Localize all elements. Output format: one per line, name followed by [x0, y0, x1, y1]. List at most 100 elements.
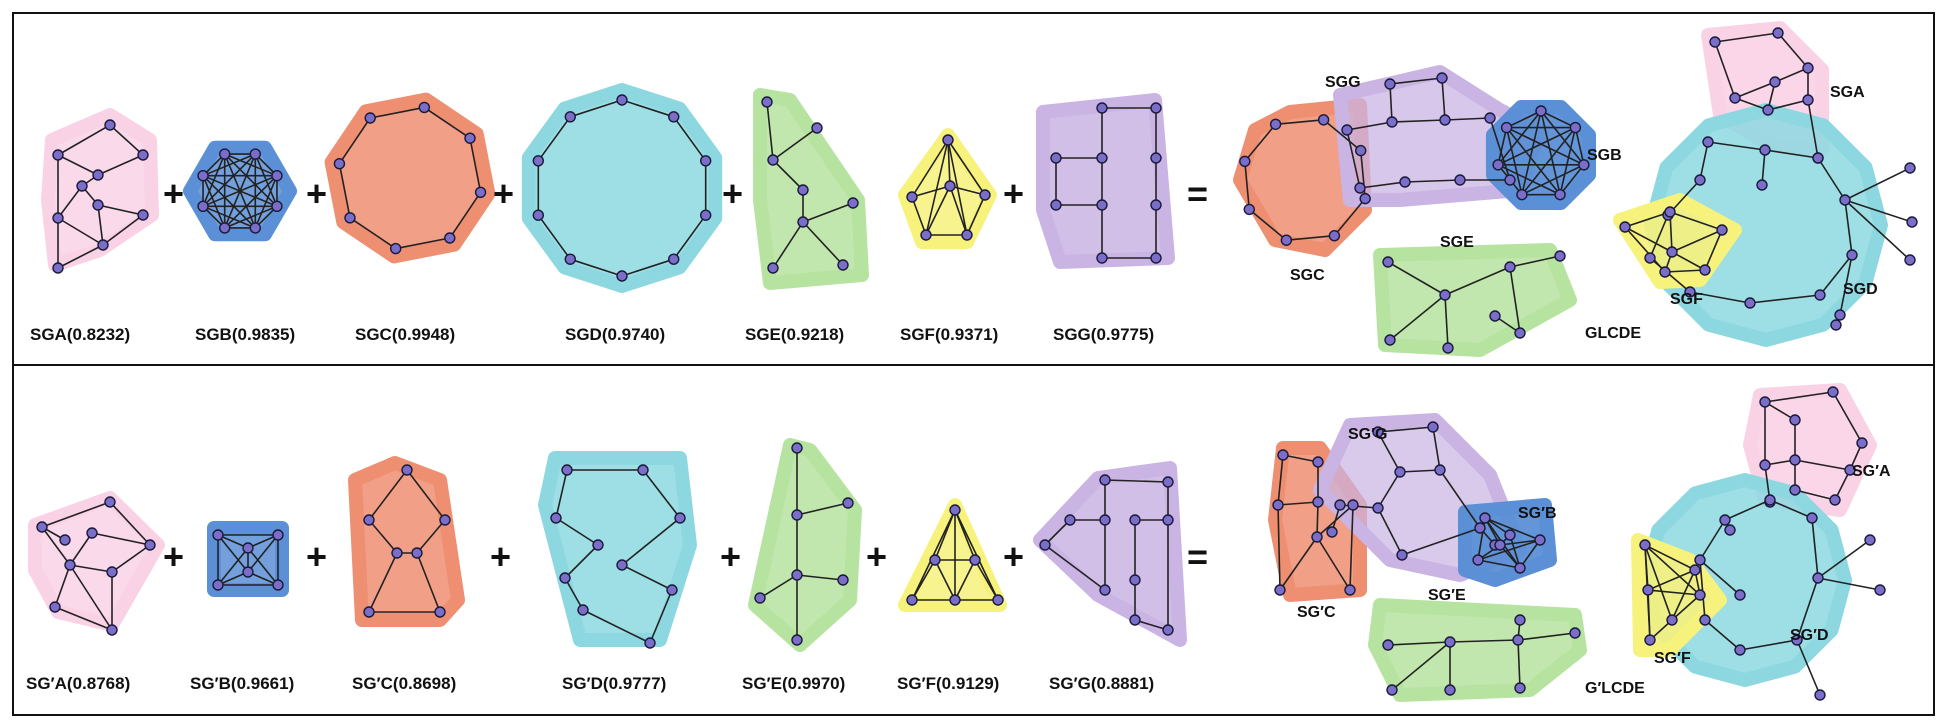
composite-sgg-prime-edge	[1339, 504, 1379, 509]
hull-sgg-prime	[1033, 461, 1187, 647]
sgb-edge	[202, 153, 256, 177]
label-sg-prime-b: SG′B(0.9661)	[190, 674, 294, 693]
composite-sge-node	[1514, 327, 1526, 339]
composite-sgd-node	[1906, 216, 1918, 228]
composite-sge-prime-node	[1514, 614, 1526, 626]
sgf-edge	[911, 185, 951, 198]
sge-node	[837, 259, 849, 271]
hull-composite-sgf-prime	[1631, 533, 1727, 657]
sgg-prime-node	[1129, 574, 1141, 586]
sge-prime-node	[842, 497, 854, 509]
hull-sgg	[1036, 93, 1175, 269]
hull-sge-prime	[748, 438, 862, 652]
sgg-prime-edge	[1134, 619, 1169, 631]
composite-label-f: SGF	[1670, 291, 1703, 308]
label-sg-prime-a: SG′A(0.8768)	[26, 674, 130, 693]
composite-sge-prime-edge	[1387, 641, 1451, 646]
sgg-node	[1150, 252, 1162, 264]
sga-node	[52, 212, 64, 224]
label-sg-prime-g: SG′G(0.8881)	[1049, 674, 1154, 693]
sgb-edge	[202, 174, 278, 208]
sgf-prime-node	[949, 504, 961, 516]
sgd-node	[699, 155, 712, 167]
composite-label-e-prime: SG′E	[1428, 587, 1466, 604]
composite-sgg-prime-edge	[1439, 469, 1481, 529]
composite-sgb-prime-edge	[1477, 539, 1541, 561]
composite-sgc-node	[1317, 114, 1330, 126]
sgg-prime-node	[1064, 514, 1076, 526]
plus-operator: +	[493, 173, 514, 214]
sgb-prime-node	[212, 529, 224, 541]
composite-sga-edge	[1714, 32, 1779, 43]
plus-operator: +	[1003, 536, 1024, 577]
composite-sgb-prime-node	[1494, 539, 1506, 551]
composite-sgd-edge	[1707, 141, 1766, 151]
sgd-edge	[673, 116, 707, 162]
composite-sgb-edge	[1505, 127, 1523, 195]
sga-prime-node	[104, 496, 116, 508]
composite-sgb-prime-edge	[1477, 559, 1521, 569]
sgb-node	[271, 169, 283, 182]
composite-sgd-prime-node	[1699, 614, 1711, 626]
composite-sgb-edge	[1574, 127, 1585, 165]
composite-sgb-edge	[1521, 110, 1542, 195]
composite-sgg-edge	[1346, 121, 1393, 131]
sga-prime-edge	[54, 564, 71, 608]
composite-label-a: SGA	[1830, 84, 1865, 101]
sgc-node	[464, 132, 476, 144]
composite-sga-edge	[1734, 97, 1769, 111]
sgb-prime-node	[242, 542, 254, 554]
sgd-prime-node	[644, 637, 656, 649]
sgd-prime-node	[674, 512, 686, 524]
composite-sgc-node	[1243, 203, 1255, 216]
sgb-edge	[224, 153, 278, 177]
composite-sgf-prime-edge	[1647, 589, 1701, 596]
composite-sgb-edge	[1521, 164, 1585, 196]
sga-prime-node	[86, 527, 98, 539]
composite-sgg-prime-edge	[1377, 431, 1401, 473]
sga-prime-node	[49, 601, 61, 613]
composite-sgd-prime-node	[1812, 572, 1824, 584]
composite-sgc-prime-edge	[1277, 504, 1281, 591]
composite-sgd-prime-node	[1814, 689, 1826, 701]
sgb-prime-edge	[247, 547, 279, 586]
composite-sgd-prime-edge	[1796, 577, 1819, 641]
composite-sgg-node	[1386, 116, 1398, 128]
composite-sge-prime-node	[1386, 684, 1398, 696]
sgc-edge	[370, 106, 425, 119]
composite-sgd-prime-node	[1724, 524, 1736, 536]
sgd-prime-edge	[582, 609, 651, 644]
composite-sgd-node	[1846, 249, 1858, 261]
composite-sgg-edge	[1391, 119, 1446, 123]
composite-sgf-edge	[1624, 226, 1666, 273]
composite-sgf-prime-edge	[1671, 569, 1696, 621]
sga-node	[92, 169, 104, 181]
composite-sgd-prime-edge	[1769, 499, 1813, 519]
sgf-prime-node	[992, 594, 1004, 606]
composite-sgd-edge	[1819, 254, 1853, 296]
composite-sgd-edge	[1844, 199, 1911, 261]
sgc-prime-node	[401, 464, 413, 476]
sgd-prime-node	[550, 512, 562, 524]
sgd-node	[564, 253, 576, 265]
composite-sgg-edge	[1389, 77, 1443, 85]
plus-operator: +	[163, 536, 184, 577]
composite-sgf-prime-edge	[1644, 544, 1701, 596]
composite-label-b: SGB	[1587, 147, 1622, 164]
composite-sge-prime-node	[1569, 627, 1581, 639]
sgb-prime-node	[212, 579, 224, 591]
sgg-node	[1150, 152, 1162, 164]
composite-sga-prime-node	[1829, 494, 1841, 506]
composite-sgf-edge	[1671, 251, 1706, 271]
sgd-prime-edge	[621, 564, 673, 591]
composite-sgc-node	[1359, 192, 1371, 205]
composite-sgd-node	[1756, 179, 1768, 191]
composite-sgg-node	[1484, 112, 1496, 124]
composite-sgb-edge	[1506, 126, 1585, 166]
composite-sga-edge	[1807, 99, 1819, 159]
sgf-edge	[911, 196, 927, 236]
sgd-prime-node	[559, 572, 571, 584]
composite-sgc-prime-node	[1311, 531, 1323, 543]
sgf-node	[944, 180, 956, 192]
composite-sga-prime-edge	[1794, 489, 1836, 501]
